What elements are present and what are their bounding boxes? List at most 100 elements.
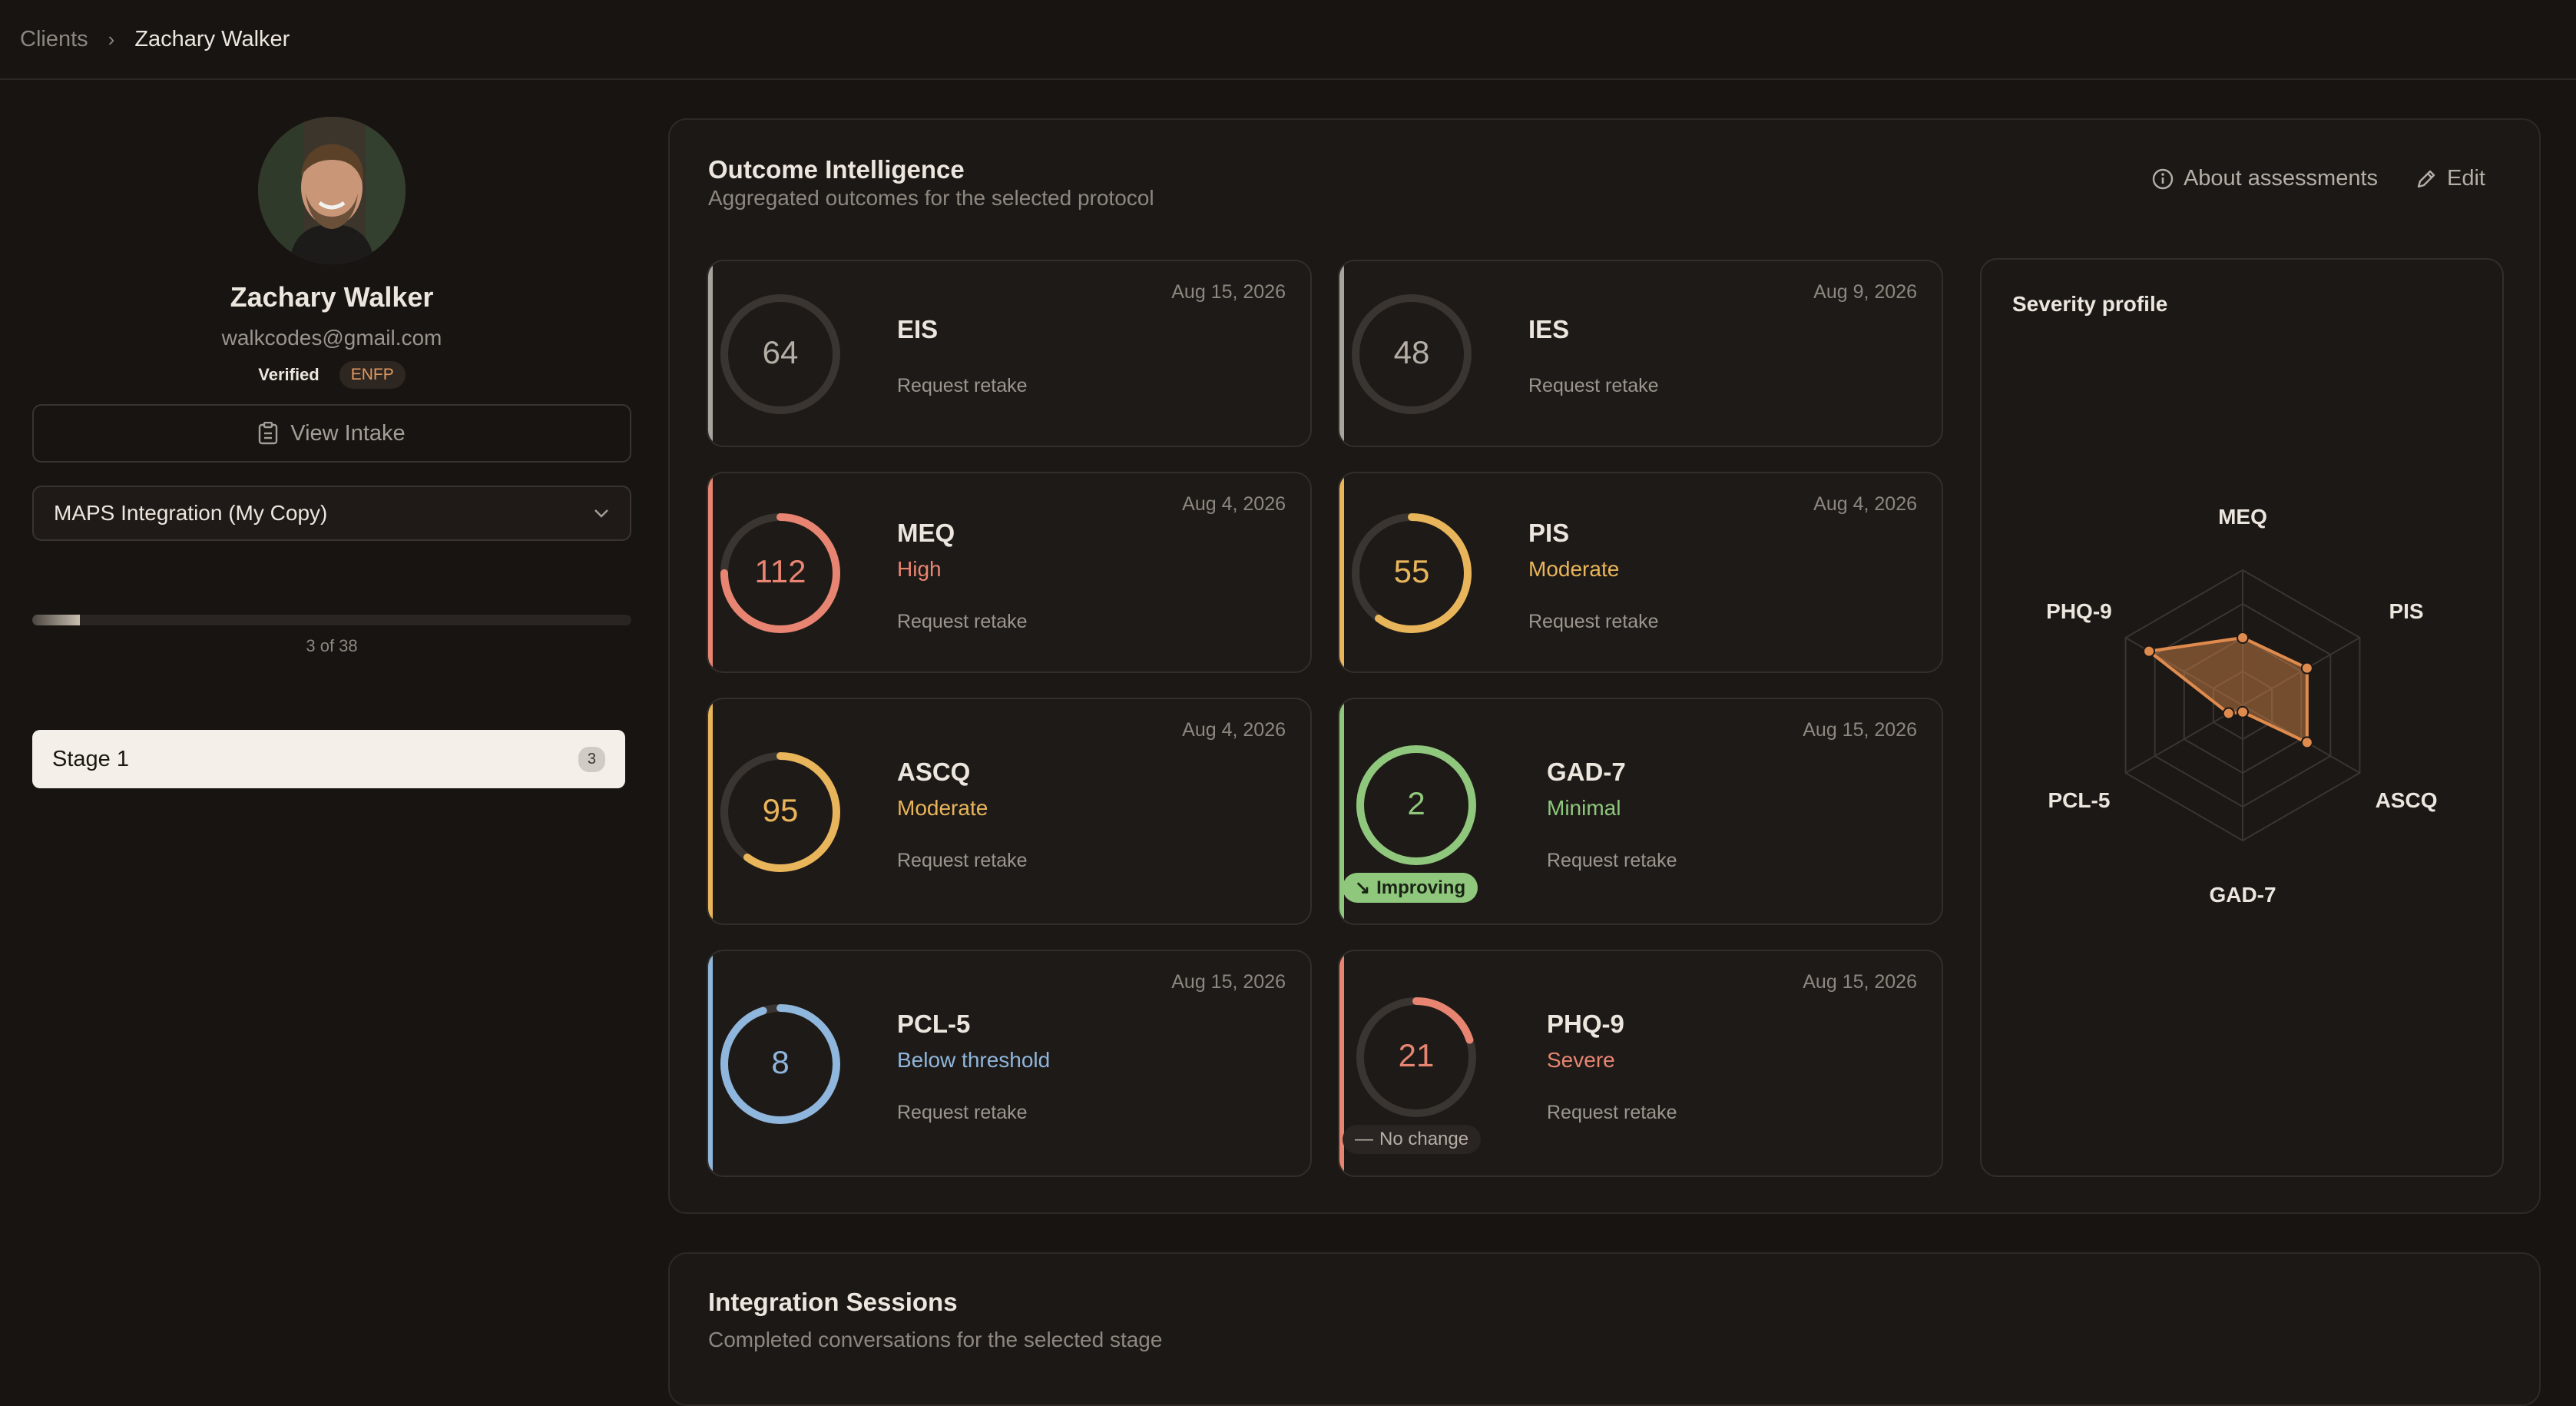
avatar-image xyxy=(258,117,406,264)
sessions-subtitle: Completed conversations for the selected… xyxy=(708,1328,1163,1351)
assessment-card[interactable]: Aug 15, 2026 8 PCL-5 Below threshold Request… xyxy=(707,950,1312,1177)
score-ring-progress xyxy=(720,752,840,872)
radar-point-pis xyxy=(2300,662,2313,675)
trend-label: Improving xyxy=(1376,877,1466,898)
protocol-select-value: MAPS Integration (My Copy) xyxy=(54,501,328,525)
severity-profile-card: Severity profile MEQ PIS ASCQ GAD-7 PCL-5 PHQ… xyxy=(1980,258,2504,1177)
protocol-progress-bar xyxy=(32,615,631,625)
assessment-score: 55 xyxy=(1393,553,1430,589)
score-ring xyxy=(1352,513,1472,633)
protocol-progress-label: 3 of 38 xyxy=(306,636,358,655)
radar-axis-label: ASCQ xyxy=(2376,788,2438,812)
score-ring-track xyxy=(1352,294,1472,414)
severity-label: High xyxy=(897,557,942,581)
score-ring xyxy=(720,752,840,872)
radar-point-pcl-5 xyxy=(2222,707,2235,720)
severity-profile-title: Severity profile xyxy=(2012,292,2168,316)
assessment-card[interactable]: Aug 4, 2026 95 ASCQ Moderate Request retake xyxy=(707,698,1312,925)
assessment-name: EIS xyxy=(897,315,939,343)
assessment-card[interactable]: Aug 15, 2026 2 ↘ Improving GAD-7 Minimal Reque… xyxy=(1338,698,1943,925)
request-retake-link[interactable]: Request retake xyxy=(1528,375,1659,396)
radar-point-meq xyxy=(2237,632,2249,644)
assessment-date: Aug 4, 2026 xyxy=(1182,719,1286,741)
assessment-card[interactable]: Aug 4, 2026 112 MEQ High Request retake xyxy=(707,472,1312,673)
assessment-score: 95 xyxy=(762,792,799,828)
stage-item-1[interactable]: Stage 1 3 xyxy=(32,730,625,788)
score-ring xyxy=(720,294,840,414)
request-retake-link[interactable]: Request retake xyxy=(897,611,1028,632)
radar-axis-line xyxy=(2242,637,2360,706)
score-ring xyxy=(720,1004,840,1124)
assessment-date: Aug 15, 2026 xyxy=(1171,971,1286,993)
chevron-down-icon xyxy=(594,509,608,518)
about-assessments-button[interactable]: About assessments xyxy=(2151,166,2378,191)
radar-series-area xyxy=(2147,636,2309,744)
assessment-score: 8 xyxy=(771,1044,790,1080)
request-retake-link[interactable]: Request retake xyxy=(1547,850,1677,871)
severity-label: Below threshold xyxy=(897,1048,1051,1072)
assessment-name: GAD-7 xyxy=(1547,758,1626,786)
sessions-title: Integration Sessions xyxy=(708,1288,958,1316)
radar-axis-label: MEQ xyxy=(2218,505,2267,529)
radar-axis-label: GAD-7 xyxy=(2209,883,2276,907)
score-ring-progress xyxy=(1356,745,1476,865)
request-retake-link[interactable]: Request retake xyxy=(897,375,1028,396)
score-ring-progress xyxy=(720,1004,840,1124)
assessment-score: 2 xyxy=(1407,785,1425,821)
request-retake-link[interactable]: Request retake xyxy=(897,1102,1028,1123)
assessment-date: Aug 15, 2026 xyxy=(1171,281,1286,303)
assessment-score: 48 xyxy=(1393,334,1430,370)
request-retake-link[interactable]: Request retake xyxy=(897,850,1028,871)
view-intake-button[interactable]: View Intake xyxy=(32,404,631,463)
minus-icon: — xyxy=(1355,1129,1373,1149)
pencil-icon xyxy=(2417,170,2435,187)
score-ring xyxy=(1356,745,1476,865)
card-accent-bar xyxy=(708,261,713,446)
assessment-name: PHQ-9 xyxy=(1547,1010,1624,1038)
about-assessments-label: About assessments xyxy=(2183,166,2379,191)
radar-axis-label: PIS xyxy=(2389,599,2423,623)
assessment-date: Aug 9, 2026 xyxy=(1813,281,1917,303)
info-icon xyxy=(2152,168,2174,189)
request-retake-link[interactable]: Request retake xyxy=(1528,611,1659,632)
edit-label: Edit xyxy=(2447,166,2485,191)
score-ring xyxy=(720,513,840,633)
severity-label: Severe xyxy=(1547,1048,1615,1072)
assessment-name: MEQ xyxy=(897,519,955,547)
assessment-card[interactable]: Aug 9, 2026 48 IES Request retake xyxy=(1338,260,1943,447)
assessment-score: 64 xyxy=(762,334,799,370)
protocol-select[interactable]: MAPS Integration (My Copy) xyxy=(32,486,631,541)
score-ring xyxy=(1352,294,1472,414)
avatar xyxy=(258,117,406,264)
card-accent-bar xyxy=(708,699,713,924)
outcome-intelligence-panel: Outcome Intelligence Aggregated outcomes… xyxy=(668,118,2541,1214)
trend-label: No change xyxy=(1379,1129,1469,1149)
assessment-date: Aug 15, 2026 xyxy=(1803,719,1917,741)
radar-point-phq-9 xyxy=(2143,645,2156,658)
view-intake-label: View Intake xyxy=(290,420,406,446)
outcome-actions: About assessments Edit xyxy=(2151,166,2485,191)
assessment-card[interactable]: Aug 15, 2026 21 — No change PHQ-9 Severe Reque… xyxy=(1338,950,1943,1177)
assessment-name: PCL-5 xyxy=(897,1010,971,1038)
assessment-card[interactable]: Aug 15, 2026 64 EIS Request retake xyxy=(707,260,1312,447)
radar-axis-label: PHQ-9 xyxy=(2046,599,2112,623)
breadcrumb-clients[interactable]: Clients xyxy=(20,26,88,51)
radar-point-gad-7 xyxy=(2237,705,2249,718)
card-accent-bar xyxy=(708,951,713,1176)
score-ring-track xyxy=(720,294,840,414)
assessment-name: PIS xyxy=(1528,519,1570,547)
assessment-card[interactable]: Aug 4, 2026 55 PIS Moderate Request retake xyxy=(1338,472,1943,673)
card-accent-bar xyxy=(1339,951,1344,1176)
severity-label: Minimal xyxy=(1547,796,1621,820)
score-ring-progress xyxy=(1356,997,1476,1117)
stage-label: Stage 1 xyxy=(52,746,129,771)
radar-point-ascq xyxy=(2300,736,2313,749)
top-bar: Clients › Zachary Walker xyxy=(0,0,2576,80)
protocol-progress-fill xyxy=(32,615,80,625)
client-name: Zachary Walker xyxy=(230,281,434,313)
mbti-badge: ENFP xyxy=(339,361,406,389)
edit-button[interactable]: Edit xyxy=(2415,166,2485,191)
request-retake-link[interactable]: Request retake xyxy=(1547,1102,1677,1123)
trend-badge: — No change xyxy=(1343,1125,1482,1154)
assessment-date: Aug 15, 2026 xyxy=(1803,971,1917,993)
